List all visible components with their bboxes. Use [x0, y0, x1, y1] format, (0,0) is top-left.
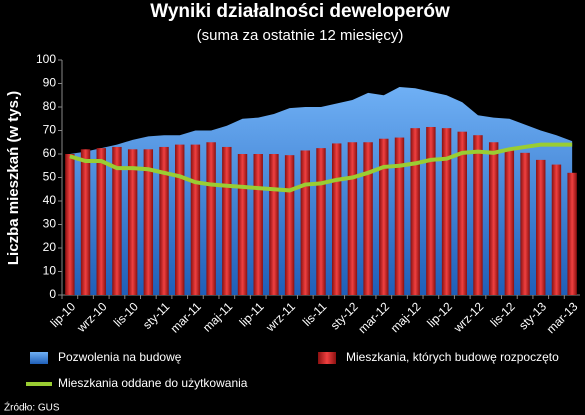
x-tick-label: lis-12: [488, 299, 518, 329]
bar: [159, 146, 169, 295]
x-tick-label: wrz-10: [74, 299, 110, 335]
y-tick-label: 80: [43, 99, 57, 113]
x-tick-label: lis-10: [111, 299, 141, 329]
legend-label: Mieszkania oddane do użytkowania: [58, 376, 248, 390]
bar: [536, 159, 546, 295]
x-tick-label: maj-11: [200, 299, 235, 334]
bar: [206, 142, 216, 295]
legend-swatch: [318, 352, 336, 364]
x-tick-label: wrz-12: [450, 299, 486, 335]
x-tick-label: maj-12: [388, 299, 424, 335]
x-tick-label: lip-11: [237, 299, 267, 329]
bar: [190, 144, 201, 295]
y-tick-label: 40: [43, 193, 57, 207]
y-tick-label: 20: [43, 240, 57, 254]
bar: [80, 149, 91, 295]
source: Źródło: GUS: [4, 401, 60, 414]
bar: [379, 138, 389, 295]
bar: [253, 154, 263, 295]
bar: [222, 146, 232, 295]
bar: [551, 164, 562, 295]
x-tick-label: mar-11: [168, 299, 204, 335]
x-tick-label: wrz-11: [263, 299, 299, 335]
y-tick-label: 10: [43, 264, 57, 278]
legend-label: Pozwolenia na budowę: [58, 350, 182, 364]
x-tick-label: mar-12: [355, 299, 392, 336]
y-tick-label: 30: [43, 217, 57, 231]
bar: [473, 135, 483, 295]
y-tick-label: 90: [43, 76, 57, 90]
bar: [316, 148, 326, 295]
bar: [127, 149, 138, 295]
bar: [410, 128, 420, 295]
bar: [237, 154, 248, 295]
y-tick-label: 0: [49, 287, 56, 301]
bar: [96, 148, 106, 295]
bar: [65, 154, 75, 295]
bar: [331, 143, 342, 295]
y-tick-label: 70: [43, 123, 57, 137]
bar: [394, 137, 405, 295]
y-tick-label: 100: [36, 52, 56, 66]
bar: [457, 131, 467, 295]
legend-swatch: [30, 352, 48, 364]
bar: [300, 150, 311, 295]
bar: [175, 144, 185, 295]
y-tick-label: 50: [43, 170, 57, 184]
bar: [143, 149, 154, 295]
line: [69, 142, 573, 193]
bar: [441, 128, 452, 295]
bar: [520, 152, 530, 295]
legend-label: Mieszkania, których budowę rozpoczęto: [346, 350, 559, 364]
y-tick-label: 60: [43, 146, 57, 160]
bar: [426, 126, 436, 295]
chart-title: Wyniki działalności deweloperów: [150, 1, 450, 22]
chart-subtitle: (suma za ostatnie 12 miesięcy): [197, 27, 404, 44]
bar: [488, 142, 499, 295]
bar: [567, 172, 577, 295]
x-tick-label: mar-13: [544, 299, 581, 336]
x-tick-label: lis-11: [300, 299, 330, 329]
y-axis-label: Liczba mieszkań (w tys.): [5, 91, 22, 265]
bar: [284, 155, 295, 295]
bar: [112, 146, 122, 295]
bar: [347, 142, 358, 295]
bar: [504, 150, 515, 295]
bar: [363, 142, 373, 295]
bar: [269, 154, 279, 295]
